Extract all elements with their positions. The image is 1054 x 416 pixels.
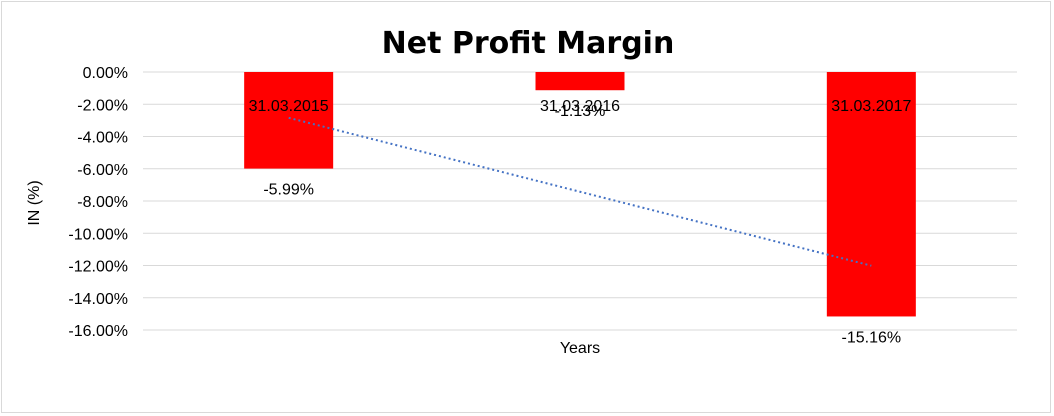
y-tick-label: -2.00% xyxy=(77,97,128,114)
y-tick-label: -4.00% xyxy=(77,130,128,147)
bar xyxy=(535,72,625,91)
y-tick-label: -14.00% xyxy=(68,291,128,308)
y-tick-label: -6.00% xyxy=(77,162,128,179)
data-label: -1.13% xyxy=(555,103,606,120)
bar xyxy=(826,72,916,317)
bar xyxy=(244,72,334,169)
data-labels: -5.99% -1.13% -15.16% xyxy=(263,103,901,346)
chart-title: Net Profit Margin xyxy=(382,26,675,61)
data-label: -15.16% xyxy=(842,329,902,346)
bars xyxy=(244,72,916,317)
trendline-group xyxy=(288,116,872,267)
data-label: -5.99% xyxy=(263,182,314,199)
y-tick-label: 0.00% xyxy=(83,65,128,82)
category-label: 31.03.2016 xyxy=(540,98,620,115)
category-label: 31.03.2015 xyxy=(249,98,329,115)
y-tick-label: -12.00% xyxy=(68,259,128,276)
y-tick-labels: 0.00% -2.00% -4.00% -6.00% -8.00% -10.00% -12.… xyxy=(68,65,128,340)
x-axis-title: Years xyxy=(560,340,600,357)
y-axis-title: IN (%) xyxy=(26,180,43,225)
y-tick-label: -8.00% xyxy=(77,194,128,211)
category-labels: 31.03.2015 31.03.2016 31.03.2017 xyxy=(249,98,912,115)
y-tick-label: -10.00% xyxy=(68,226,128,243)
y-tick-label: -16.00% xyxy=(68,323,128,340)
category-label: 31.03.2017 xyxy=(831,98,911,115)
trendline xyxy=(288,116,872,267)
